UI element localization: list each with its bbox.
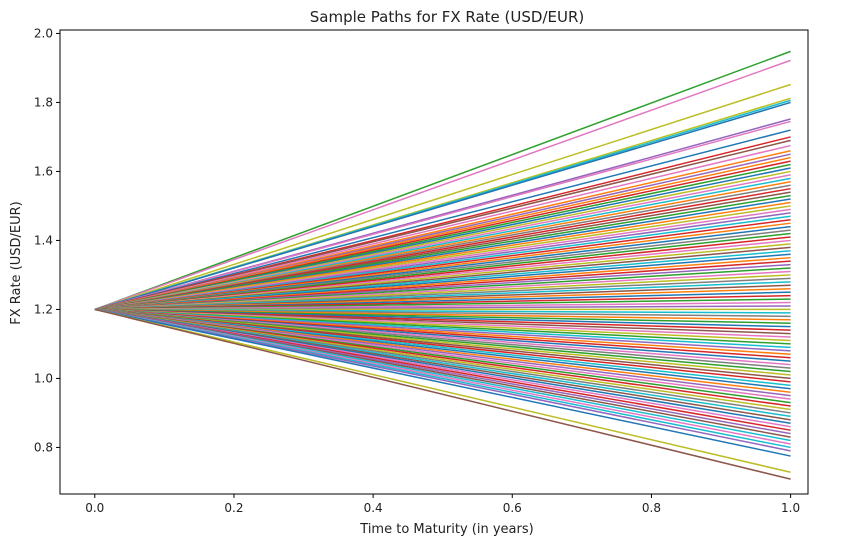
x-tick-label: 0.4 xyxy=(364,501,383,515)
series-line xyxy=(94,120,791,311)
x-tick-label: 0.6 xyxy=(503,501,522,515)
series-line xyxy=(94,83,791,311)
series-line xyxy=(94,101,791,311)
series-line xyxy=(94,308,791,452)
y-tick-label: 1.8 xyxy=(34,95,53,109)
x-tick-label: 0.8 xyxy=(642,501,661,515)
series-lines xyxy=(94,50,791,480)
x-tick-label: 1.0 xyxy=(781,501,800,515)
x-tick-label: 0.2 xyxy=(224,501,243,515)
y-tick-label: 1.0 xyxy=(34,371,53,385)
series-line xyxy=(94,59,791,311)
y-axis-ticks: 0.8 1.0 1.2 1.4 1.6 1.8 2.0 xyxy=(34,26,60,454)
series-line xyxy=(94,139,791,311)
y-tick-label: 2.0 xyxy=(34,26,53,40)
y-tick-label: 1.4 xyxy=(34,233,53,247)
series-line xyxy=(94,144,791,311)
y-axis-label: FX Rate (USD/EUR) xyxy=(9,201,24,325)
x-axis-label: Time to Maturity (in years) xyxy=(359,522,533,537)
plot-frame xyxy=(59,29,809,495)
series-line xyxy=(94,129,791,311)
series-line xyxy=(94,308,791,480)
series-line xyxy=(94,308,791,473)
chart-title: Sample Paths for FX Rate (USD/EUR) xyxy=(310,8,584,26)
series-line xyxy=(94,50,791,311)
x-tick-label: 0.0 xyxy=(85,501,104,515)
y-tick-label: 1.2 xyxy=(34,302,53,316)
y-tick-label: 1.6 xyxy=(34,164,53,178)
x-axis-ticks: 0.0 0.2 0.4 0.6 0.8 1.0 xyxy=(85,494,800,515)
y-tick-label: 0.8 xyxy=(34,440,53,454)
series-line xyxy=(94,308,791,457)
